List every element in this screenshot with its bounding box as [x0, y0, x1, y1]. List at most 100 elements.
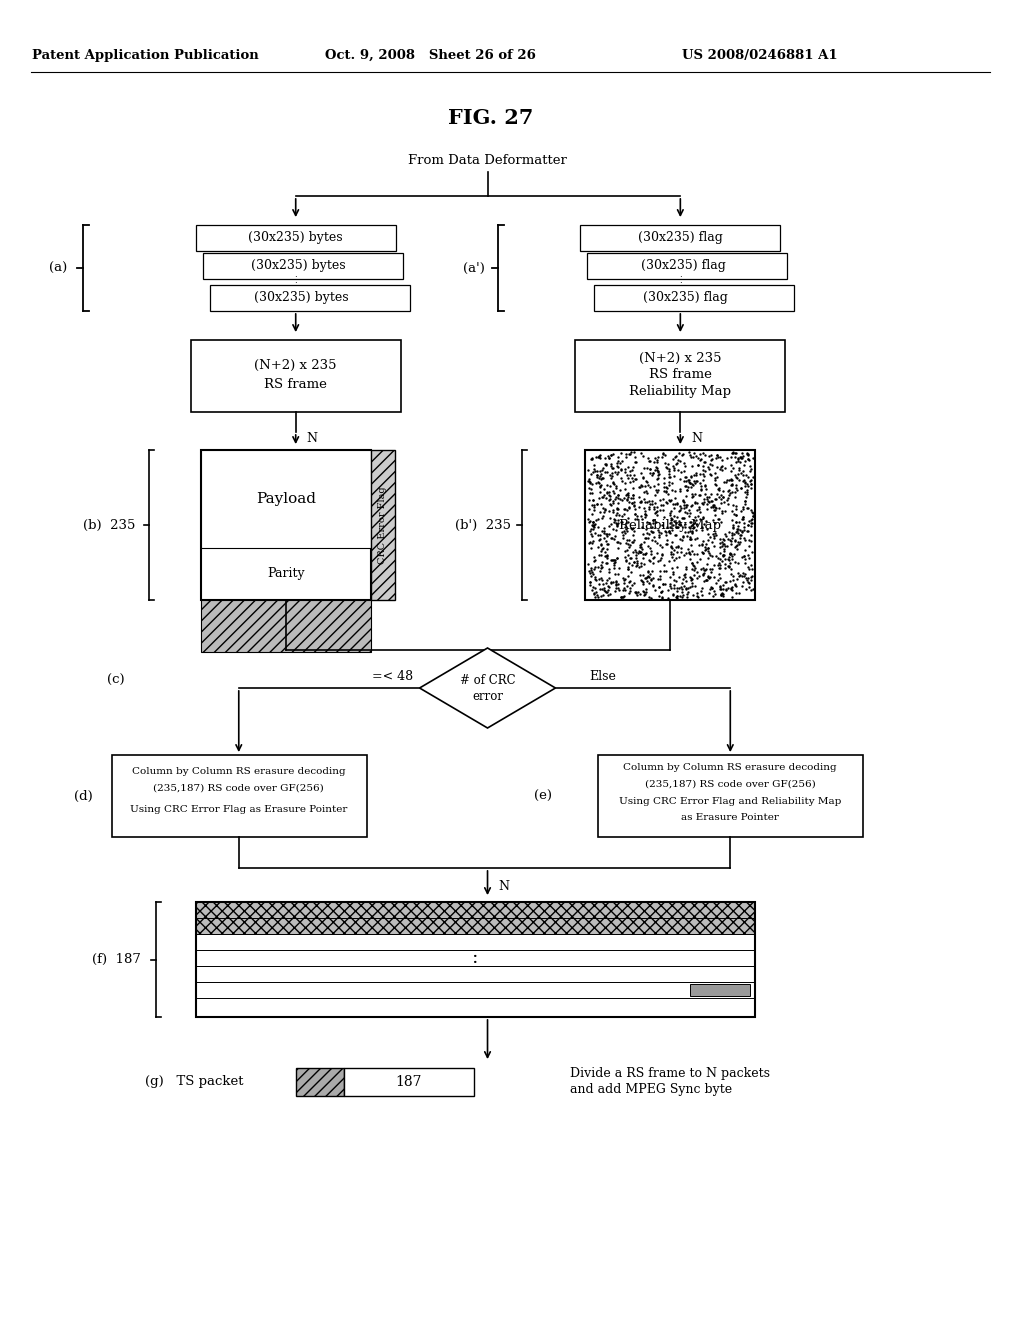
Point: [741, 470, 758, 491]
Point: [675, 585, 691, 606]
Point: [698, 479, 715, 500]
Point: [728, 506, 744, 527]
Point: [664, 546, 680, 568]
Point: [679, 479, 695, 500]
Point: [595, 457, 611, 478]
Point: [719, 447, 735, 469]
Point: [736, 540, 753, 561]
Point: [598, 454, 614, 475]
Point: [716, 540, 732, 561]
Point: [645, 521, 662, 543]
Point: [693, 533, 710, 554]
Point: [688, 528, 705, 549]
Point: [643, 494, 659, 515]
Point: [616, 499, 633, 520]
Point: [629, 508, 645, 529]
Point: [641, 512, 657, 533]
Point: [637, 527, 653, 548]
Point: [676, 576, 692, 597]
Point: [645, 546, 662, 568]
Point: [608, 455, 625, 477]
Point: [697, 570, 714, 591]
Point: [668, 548, 684, 569]
Point: [607, 462, 624, 483]
Point: [657, 455, 674, 477]
Point: [676, 491, 692, 512]
Point: [614, 490, 631, 511]
Point: [617, 446, 634, 467]
Point: [666, 577, 682, 598]
Point: [612, 586, 629, 607]
Point: [698, 486, 715, 507]
Point: [671, 513, 687, 535]
Point: [725, 517, 741, 539]
Point: [720, 577, 736, 598]
Point: [633, 474, 649, 495]
Point: [717, 523, 733, 544]
Point: [699, 548, 716, 569]
Point: [601, 568, 617, 589]
Point: [597, 581, 613, 602]
Point: [673, 577, 689, 598]
Point: [668, 570, 684, 591]
Point: [742, 473, 759, 494]
Point: [714, 450, 730, 471]
Point: [739, 569, 756, 590]
Point: [711, 564, 727, 585]
Point: [605, 519, 622, 540]
Point: [585, 531, 601, 552]
Point: [697, 558, 714, 579]
Point: [731, 565, 748, 586]
Point: [665, 531, 681, 552]
Point: [664, 537, 680, 558]
Point: [625, 532, 641, 553]
Point: [583, 463, 599, 484]
Point: [598, 525, 614, 546]
Point: [650, 527, 667, 548]
Point: [669, 543, 685, 564]
Point: [721, 484, 737, 506]
Point: [689, 582, 706, 603]
Point: [624, 562, 640, 583]
Point: [660, 521, 677, 543]
Point: [626, 465, 642, 486]
Point: [643, 570, 659, 591]
Point: [669, 586, 685, 607]
Text: (d): (d): [74, 789, 92, 803]
Point: [681, 517, 697, 539]
Point: [684, 553, 700, 574]
Point: [715, 487, 731, 508]
Point: [737, 486, 754, 507]
Point: [654, 499, 671, 520]
Point: [641, 586, 657, 607]
Point: [644, 465, 660, 486]
Point: [604, 549, 621, 570]
Point: [712, 543, 728, 564]
Point: [641, 450, 657, 471]
Point: [685, 564, 701, 585]
Point: [617, 579, 634, 601]
Point: [705, 447, 721, 469]
Point: [623, 442, 639, 463]
Point: [742, 461, 759, 482]
Point: [672, 495, 688, 516]
Point: [671, 546, 687, 568]
Point: [721, 556, 737, 577]
Point: [674, 582, 690, 603]
Point: [694, 508, 711, 529]
Point: [717, 544, 733, 565]
Point: [592, 466, 608, 487]
Point: [696, 536, 713, 557]
Point: [648, 504, 665, 525]
Point: [642, 458, 658, 479]
Point: [636, 488, 652, 510]
Point: [684, 573, 700, 594]
Point: [650, 577, 667, 598]
Point: [651, 463, 668, 484]
Point: [696, 560, 713, 581]
Point: [684, 576, 700, 597]
Point: [732, 447, 749, 469]
Point: [693, 577, 710, 598]
Point: [650, 550, 667, 572]
Text: CRC Error Flag: CRC Error Flag: [378, 486, 387, 564]
